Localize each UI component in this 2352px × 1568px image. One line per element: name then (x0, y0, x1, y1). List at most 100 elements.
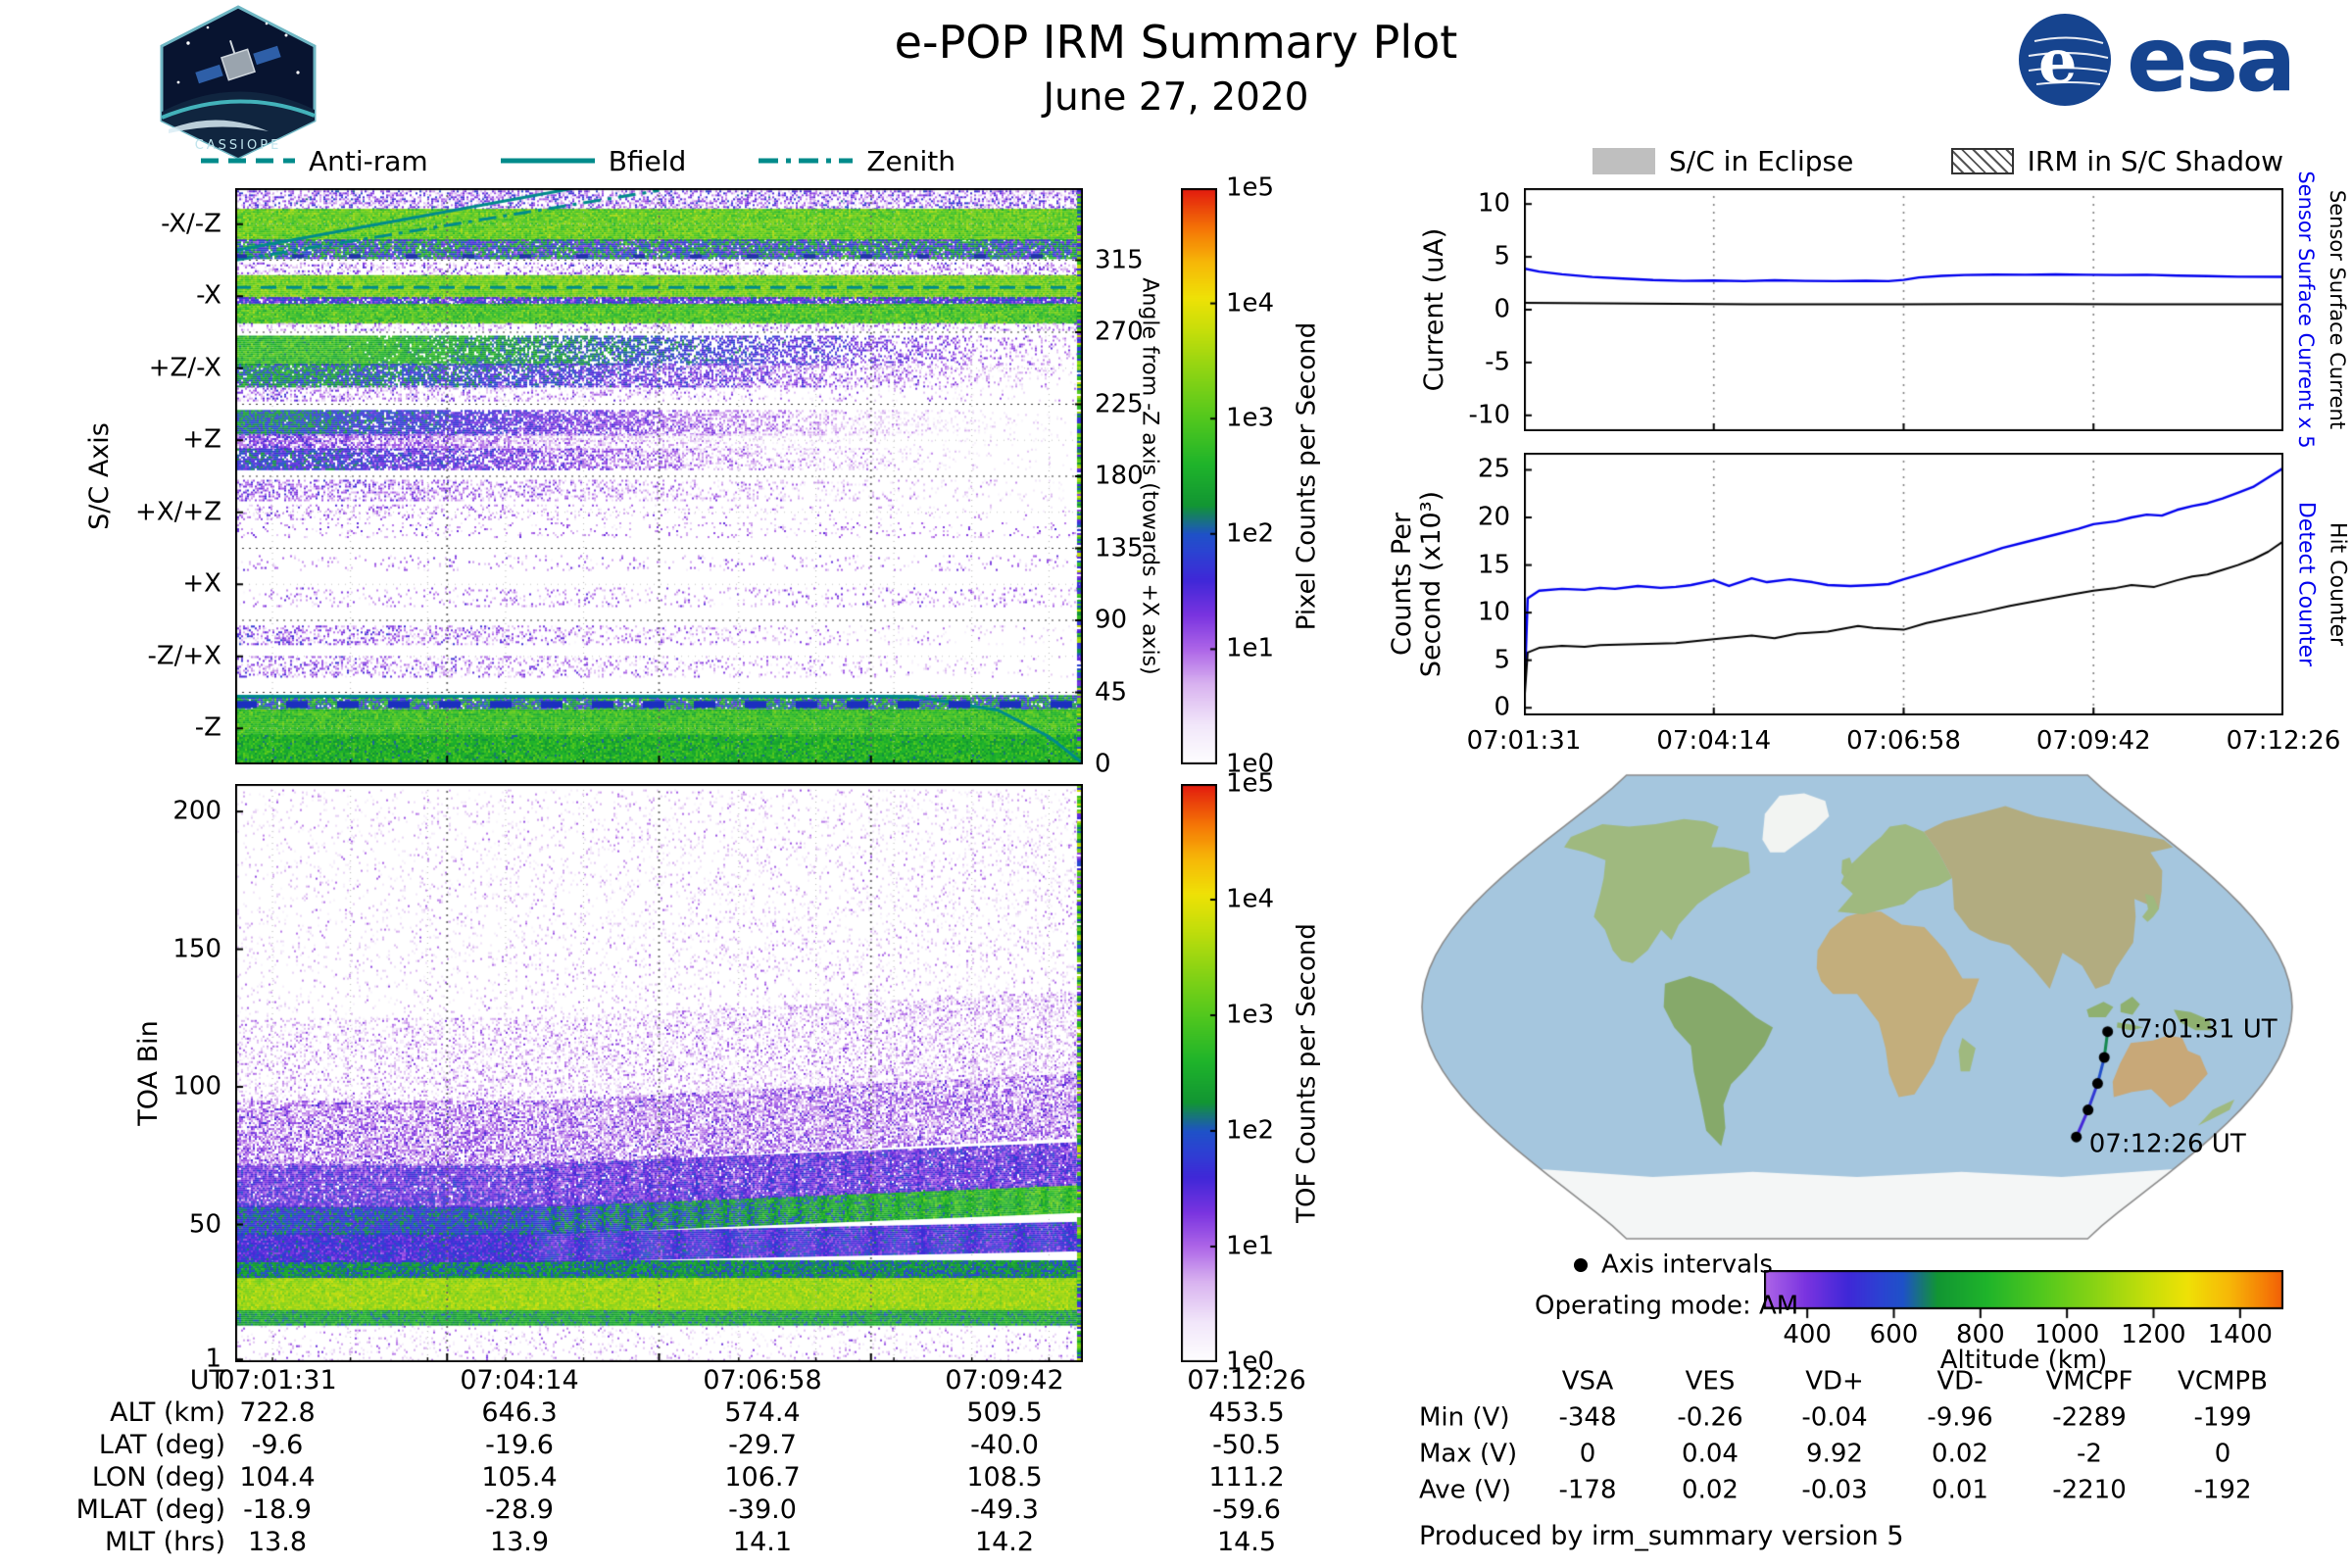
ephemeris-cell: 108.5 (966, 1461, 1043, 1493)
time-xtick-label: 07:09:42 (2035, 726, 2151, 756)
band-label: -Z (194, 712, 221, 743)
track-start-time-label: 07:01:31 UT (2120, 1014, 2278, 1045)
ephemeris-cell: 14.5 (1216, 1526, 1277, 1557)
voltage-cell: -2210 (2052, 1475, 2127, 1505)
legend-item-zenith: Zenith (759, 145, 956, 177)
ephemeris-row-label: LAT (deg) (98, 1429, 225, 1460)
pixel-colorbar-tick-label: 1e4 (1226, 288, 1275, 318)
bfield-solid-line-icon (500, 158, 595, 164)
ephemeris-cell: 14.2 (974, 1526, 1035, 1557)
ephemeris-cell: -39.0 (728, 1494, 797, 1525)
zenith-dashdot-line-icon (759, 158, 854, 164)
page-title: e-POP IRM Summary Plot (894, 16, 1458, 70)
voltage-cell: 0.04 (1682, 1439, 1739, 1469)
band-label: -Z/+X (147, 641, 221, 671)
legend-item-bfield: Bfield (500, 144, 687, 177)
counts-ylabel-line1: Counts Per (1386, 513, 1417, 656)
pixel-colorbar-tick-label: 1e5 (1226, 172, 1275, 203)
legend-label-zenith: Zenith (866, 144, 956, 177)
voltage-cell: -192 (2193, 1475, 2252, 1505)
ephemeris-cell: -49.3 (970, 1494, 1039, 1525)
voltage-column-header: VMCPF (2045, 1366, 2133, 1396)
voltage-column-header: VES (1685, 1366, 1736, 1396)
sensor_current-ytick-label: 10 (1477, 188, 1510, 219)
ephemeris-row-label: MLT (hrs) (104, 1526, 225, 1557)
angle-tick-label: 135 (1095, 532, 1144, 563)
legend-label-antiram: Anti-ram (309, 144, 428, 177)
sc-axis-spectrogram (235, 188, 1083, 764)
tof-colorbar-tick-label: 1e5 (1226, 768, 1275, 799)
ephemeris-cell: 574.4 (724, 1396, 801, 1428)
axis-intervals-label: Axis intervals (1601, 1250, 1773, 1280)
ephemeris-cell: -18.9 (243, 1494, 312, 1525)
axis-interval-dot-icon (1574, 1258, 1588, 1272)
counters-ytick-label: 15 (1477, 550, 1510, 580)
counters-line-chart (1524, 453, 2283, 715)
counters-ytick-label: 10 (1477, 597, 1510, 627)
voltage-cell: 0 (2214, 1439, 2231, 1469)
toa-ytick-label: 1 (205, 1344, 221, 1374)
sensor_current-ytick-label: -10 (1468, 400, 1510, 430)
counts-ylabel: Counts Per Second (x10³) (1386, 491, 1446, 677)
tof-colorbar-tick-label: 1e2 (1226, 1115, 1275, 1146)
counters-ytick-label: 20 (1477, 502, 1510, 532)
legend-item-antiram: Anti-ram (201, 145, 428, 177)
ephemeris-cell: 07:04:14 (460, 1364, 579, 1396)
hit-counter-label: Hit Counter (2325, 521, 2350, 647)
voltage-cell: -2289 (2052, 1402, 2127, 1433)
altitude-tick-label: 1400 (2207, 1320, 2273, 1349)
esa-logo-globe-icon: e (2019, 14, 2111, 106)
altitude-bar-label: Altitude (km) (1939, 1346, 2108, 1375)
voltage-column-header: VSA (1561, 1366, 1614, 1396)
counters-ytick-label: 5 (1494, 645, 1510, 675)
ephemeris-cell: 646.3 (481, 1396, 558, 1428)
legend-label-bfield: Bfield (608, 144, 687, 177)
ephemeris-cell: 104.4 (239, 1461, 316, 1493)
ephemeris-cell: -9.6 (251, 1429, 304, 1460)
band-label: +Z/-X (148, 353, 221, 383)
angle-tick-label: 225 (1095, 388, 1144, 418)
produced-by-text: Produced by irm_summary version 5 (1419, 1520, 1904, 1551)
tof-colorbar-tick-label: 1e1 (1226, 1231, 1275, 1261)
current-ylabel: Current (uA) (1418, 227, 1449, 392)
sensor_current-ytick-label: -5 (1485, 347, 1510, 377)
band-label: -X (196, 280, 221, 311)
ephemeris-cell: 07:01:31 (218, 1364, 337, 1396)
pixel-colorbar-tick-label: 1e2 (1226, 518, 1275, 549)
voltage-cell: -348 (1558, 1402, 1617, 1433)
sensor-surface-current-x5-label: Sensor Surface Current x 5 (2293, 171, 2318, 449)
voltage-row-label: Ave (V) (1419, 1475, 1511, 1505)
time-xtick-label: 07:06:58 (1846, 726, 1961, 756)
ephemeris-cell: 14.1 (732, 1526, 793, 1557)
ephemeris-cell: -50.5 (1212, 1429, 1281, 1460)
voltage-column-header: VD+ (1805, 1366, 1864, 1396)
altitude-colorbar (1764, 1270, 2283, 1325)
voltage-cell: 0.01 (1932, 1475, 1988, 1505)
pixel-colorbar-tick-label: 1e0 (1226, 749, 1275, 779)
pixel-colorbar-tick-label: 1e1 (1226, 633, 1275, 663)
time-xtick-label: 07:04:14 (1656, 726, 1772, 756)
toa-ytick-label: 50 (188, 1208, 221, 1239)
ephemeris-cell: 722.8 (239, 1396, 316, 1428)
time-xtick-label: 07:12:26 (2226, 726, 2341, 756)
voltage-cell: -0.03 (1801, 1475, 1868, 1505)
sensor_current-ytick-label: 5 (1494, 241, 1510, 271)
pixel-colorbar-tick-label: 1e3 (1226, 403, 1275, 433)
altitude-tick-label: 600 (1869, 1320, 1919, 1349)
time-xtick-label: 07:01:31 (1466, 726, 1582, 756)
world-map-groundtrack (1416, 769, 2298, 1245)
altitude-tick-label: 1000 (2034, 1320, 2100, 1349)
tof-colorbar-tick-label: 1e0 (1226, 1347, 1275, 1377)
voltage-column-header: VCMPB (2178, 1366, 2268, 1396)
voltage-cell: -2 (2077, 1439, 2102, 1469)
voltage-cell: 0 (1579, 1439, 1596, 1469)
esa-logo-text: esa (2127, 6, 2296, 112)
ephemeris-cell: -19.6 (485, 1429, 554, 1460)
cassiope-logo-text: CASSIOPE (195, 138, 282, 153)
voltage-cell: -178 (1558, 1475, 1617, 1505)
tof-colorbar-tick-label: 1e4 (1226, 884, 1275, 914)
ephemeris-cell: -28.9 (485, 1494, 554, 1525)
band-label: +X/+Z (135, 497, 221, 527)
operating-mode-label: Operating mode: AM (1535, 1291, 1799, 1321)
